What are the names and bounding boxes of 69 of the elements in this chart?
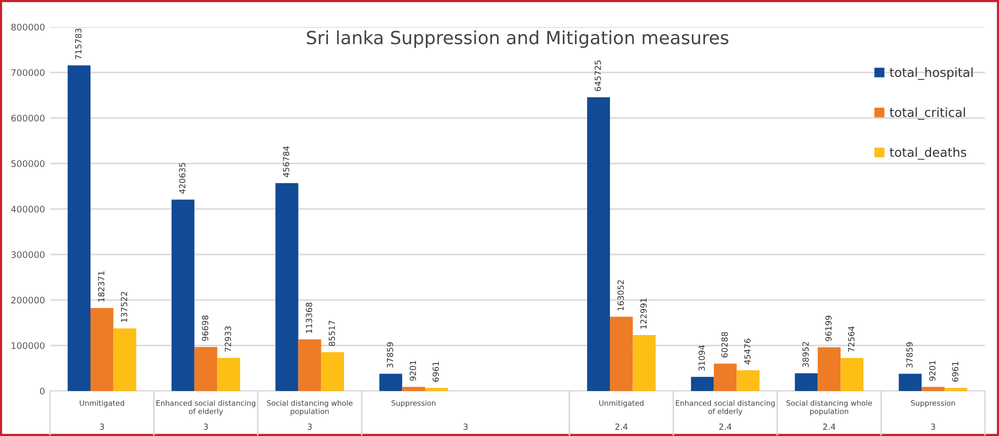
y-tick-label: 0 (40, 388, 45, 395)
data-label: 38952 (802, 342, 809, 368)
data-label: 31094 (698, 345, 705, 371)
chart-title: Sri lanka Suppression and Mitigation measures (306, 30, 728, 48)
bar (90, 308, 114, 391)
y-tick-label: 400000 (11, 206, 45, 213)
bar (172, 200, 194, 391)
data-label: 72564 (848, 326, 854, 352)
data-label: 9201 (410, 360, 416, 381)
data-label: 420635 (179, 162, 186, 194)
bar (898, 374, 922, 391)
bar (632, 335, 656, 391)
y-tick-label: 300000 (11, 251, 45, 258)
bar (714, 364, 737, 391)
data-label: 122991 (640, 298, 647, 329)
data-label: 182371 (98, 271, 104, 302)
bar (68, 65, 91, 391)
bar (944, 388, 968, 391)
data-label: 163052 (618, 280, 624, 310)
data-label: 72933 (224, 326, 232, 352)
bar (321, 352, 344, 391)
data-label: 113368 (306, 302, 312, 333)
bar (425, 388, 448, 391)
data-label: 137522 (120, 292, 128, 322)
bar (298, 339, 322, 391)
text: 2.4 (615, 424, 628, 430)
y-tick-label: 100000 (12, 342, 45, 350)
text: 3 (931, 424, 936, 430)
text: 3 (308, 424, 312, 430)
bar (587, 97, 610, 391)
legend-label: total_critical (890, 107, 965, 120)
data-label: 37859 (386, 342, 394, 368)
data-label: 645725 (594, 60, 601, 92)
bar (194, 347, 218, 391)
y-tick-label: 600000 (11, 114, 45, 122)
bar (690, 376, 714, 391)
text: 3 (204, 424, 208, 430)
y-tick-label: 500000 (11, 160, 45, 168)
y-tick-label: 800000 (11, 24, 45, 31)
legend-label: total_deaths (890, 147, 966, 160)
data-label: 6961 (952, 362, 958, 382)
legend-label: total_hospital (890, 67, 973, 80)
data-label: 60288 (721, 332, 728, 358)
data-label: 96199 (825, 316, 832, 342)
bar (922, 386, 944, 391)
bar (402, 386, 426, 391)
text: 2.4 (823, 424, 836, 430)
data-label: 456784 (282, 146, 290, 178)
data-label: 6961 (432, 362, 439, 382)
text: 2.4 (719, 424, 732, 430)
bar (275, 183, 298, 391)
bar (818, 347, 841, 391)
bar (379, 374, 402, 391)
y-tick-label: 200000 (11, 296, 45, 304)
bar (736, 370, 760, 391)
bar (217, 358, 240, 391)
data-label: 715783 (75, 28, 82, 60)
bar (113, 328, 136, 391)
data-label: 96698 (202, 316, 208, 341)
data-label: 45476 (744, 338, 751, 364)
bar (840, 358, 864, 391)
bar (794, 373, 818, 391)
text: 3 (100, 424, 104, 430)
y-tick-label: 700000 (11, 69, 45, 76)
text: 3 (464, 424, 468, 430)
data-label: 37859 (906, 342, 913, 368)
data-label: 85517 (328, 320, 335, 346)
data-label: 9201 (929, 360, 936, 381)
bar (610, 316, 633, 391)
